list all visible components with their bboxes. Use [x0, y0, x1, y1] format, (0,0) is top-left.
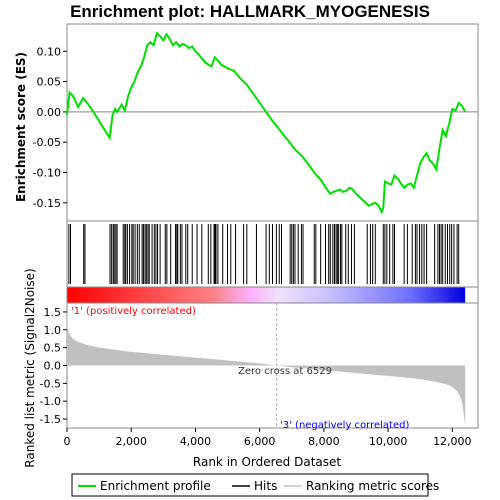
es-tick-label: -0.10	[33, 167, 61, 180]
es-tick-label: 0.10	[37, 45, 62, 58]
metric-tick-label: -1.0	[40, 395, 61, 408]
legend-box	[71, 473, 429, 497]
metric-y-ticks: 1.5 1.0 0.5 0.0 -0.5 -1.0 -1.5	[40, 306, 67, 426]
metric-y-axis-label: Ranked list metric (Signal2Noise)	[23, 268, 37, 467]
legend-label-metric: Ranking metric scores	[306, 479, 439, 493]
es-tick-label: -0.05	[33, 136, 61, 149]
x-axis-label: Rank in Ordered Dataset	[193, 455, 341, 469]
legend: Enrichment profile Hits Ranking metric s…	[71, 473, 439, 497]
metric-tick-label: -0.5	[40, 377, 61, 390]
x-tick-label: 6,000	[244, 435, 276, 448]
x-tick-label: 4,000	[180, 435, 212, 448]
x-tick-label: 2,000	[115, 435, 147, 448]
x-tick-label: 0	[64, 435, 71, 448]
zero-cross-label: Zero cross at 6529	[238, 366, 332, 377]
ranking-metric-area	[67, 301, 466, 426]
negative-label: '3' (negatively correlated)	[280, 420, 409, 431]
es-y-ticks: 0.10 0.05 0.00 -0.05 -0.10 -0.15	[33, 45, 67, 210]
legend-label-profile: Enrichment profile	[100, 479, 211, 493]
rank-color-bar	[66, 286, 479, 304]
enrichment-profile-line	[66, 31, 467, 215]
es-tick-label: -0.15	[33, 197, 61, 210]
metric-tick-label: 1.5	[44, 306, 62, 319]
rank-gradient	[67, 287, 466, 303]
es-tick-label: 0.00	[37, 106, 62, 119]
x-tick-label: 12,000	[433, 435, 472, 448]
es-tick-label: 0.05	[37, 76, 62, 89]
es-y-axis-label: Enrichment score (ES)	[14, 52, 28, 202]
positive-label: '1' (positively correlated)	[71, 306, 196, 317]
hits-panel	[66, 220, 479, 288]
chart-title: Enrichment plot: HALLMARK_MYOGENESIS	[70, 2, 430, 21]
metric-tick-label: 0.5	[44, 342, 62, 355]
metric-tick-label: 1.0	[44, 324, 62, 337]
x-tick-label: 10,000	[369, 435, 408, 448]
metric-panel: 1.5 1.0 0.5 0.0 -0.5 -1.0 -1.5 0 2,000 4,000 6,00…	[23, 268, 479, 469]
metric-tick-label: 0.0	[44, 360, 62, 373]
legend-label-hits: Hits	[254, 479, 277, 493]
metric-tick-label: -1.5	[40, 413, 61, 426]
x-ticks: 0 2,000 4,000 6,000 8,000 10,000 12,000	[64, 428, 472, 448]
es-panel: 0.10 0.05 0.00 -0.05 -0.10 -0.15 Enrichment s…	[14, 23, 479, 222]
x-tick-label: 8,000	[308, 435, 340, 448]
hit-lines	[68, 224, 460, 284]
